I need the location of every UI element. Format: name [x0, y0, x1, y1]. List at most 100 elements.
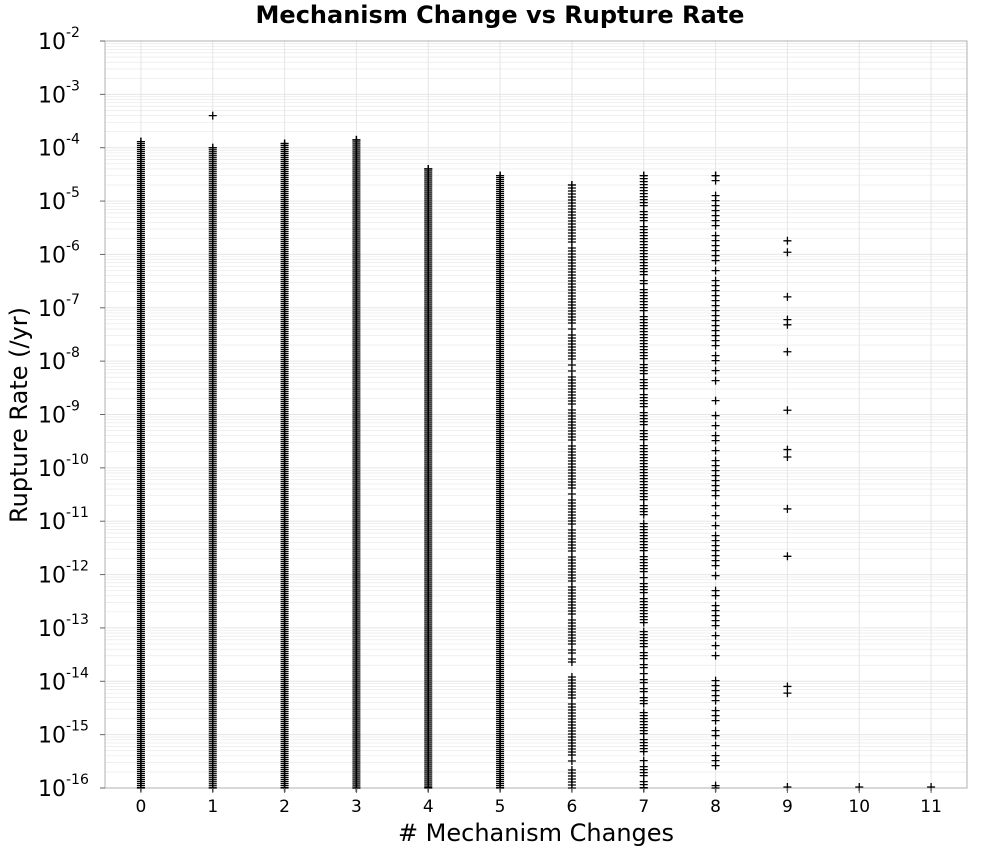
data-point [424, 164, 433, 173]
data-point [567, 757, 576, 766]
x-tick-label: 2 [279, 797, 290, 817]
x-tick-label: 8 [710, 797, 721, 817]
data-point [639, 171, 648, 180]
x-tick-label: 10 [848, 797, 870, 817]
y-tick-label-base: 10 [38, 404, 66, 429]
y-tick-label-base: 10 [38, 724, 66, 749]
data-point [711, 621, 720, 630]
data-point [711, 356, 720, 365]
data-point [783, 552, 792, 561]
y-tick-label-exponent: -16 [66, 772, 89, 788]
x-tick-label: 11 [920, 797, 942, 817]
x-tick-label: 0 [136, 797, 147, 817]
data-point [711, 741, 720, 750]
data-point [711, 571, 720, 580]
y-tick-label-exponent: -10 [66, 452, 89, 468]
y-tick-label-base: 10 [38, 30, 66, 55]
y-tick-label-base: 10 [38, 137, 66, 162]
data-point [711, 376, 720, 385]
data-point [711, 221, 720, 230]
data-point [639, 747, 648, 756]
y-tick-label-exponent: -13 [66, 612, 89, 628]
data-point [783, 236, 792, 245]
data-point [208, 111, 217, 120]
data-point [711, 561, 720, 570]
data-point [783, 292, 792, 301]
y-tick-label-base: 10 [38, 190, 66, 215]
y-tick-label-exponent: -3 [66, 78, 80, 94]
y-tick-label-exponent: -2 [66, 25, 80, 41]
data-point [783, 689, 792, 698]
y-tick-label-exponent: -12 [66, 559, 89, 575]
y-tick-label-exponent: -8 [66, 345, 80, 361]
data-point [711, 171, 720, 180]
data-point [783, 452, 792, 461]
data-point [711, 651, 720, 660]
data-point [711, 521, 720, 530]
data-point [711, 501, 720, 510]
y-tick-label-exponent: -4 [66, 132, 80, 148]
x-tick-label: 9 [782, 797, 793, 817]
data-point [711, 256, 720, 265]
x-tick-label: 4 [423, 797, 434, 817]
data-point [639, 699, 648, 708]
x-tick-label: 3 [351, 797, 362, 817]
y-tick-label-base: 10 [38, 243, 66, 268]
y-tick-label-base: 10 [38, 670, 66, 695]
y-tick-label-exponent: -15 [66, 719, 89, 735]
y-tick-label-base: 10 [38, 457, 66, 482]
data-point [711, 731, 720, 740]
data-point [280, 139, 289, 148]
data-point [711, 631, 720, 640]
y-tick-label-exponent: -9 [66, 399, 80, 415]
x-axis-ticks: 0 1 2 3 4 5 6 7 8 9 10 11 [136, 788, 942, 817]
y-tick-label-exponent: -14 [66, 665, 89, 681]
data-point [783, 406, 792, 415]
y-tick-label-exponent: -11 [66, 505, 89, 521]
data-point [711, 411, 720, 420]
data-point [639, 618, 648, 627]
y-tick-label-base: 10 [38, 83, 66, 108]
x-tick-label: 1 [207, 797, 218, 817]
data-point [711, 591, 720, 600]
data-point [783, 347, 792, 356]
data-point [711, 491, 720, 500]
data-point [711, 696, 720, 705]
data-point [711, 436, 720, 445]
x-tick-label: 7 [638, 797, 649, 817]
data-point [711, 396, 720, 405]
y-tick-label-exponent: -5 [66, 185, 80, 201]
data-point [711, 366, 720, 375]
y-tick-label-exponent: -7 [66, 292, 80, 308]
data-point [496, 171, 505, 180]
y-tick-label-base: 10 [38, 510, 66, 535]
y-tick-label-base: 10 [38, 617, 66, 642]
x-tick-label: 6 [567, 797, 578, 817]
data-point [352, 135, 361, 144]
grid [105, 40, 967, 789]
y-tick-label-exponent: -6 [66, 238, 80, 254]
data-point [136, 137, 145, 146]
y-axis-label: Rupture Rate (/yr) [5, 307, 33, 523]
data-point [711, 511, 720, 520]
data-point [208, 143, 217, 152]
data-point [711, 341, 720, 350]
data-point [567, 181, 576, 190]
y-tick-label-base: 10 [38, 777, 66, 802]
y-tick-label-base: 10 [38, 297, 66, 322]
data-point [711, 266, 720, 275]
x-axis-label: # Mechanism Changes [398, 819, 674, 847]
data-point [711, 641, 720, 650]
data-point [783, 445, 792, 454]
data-point [783, 504, 792, 513]
data-point [711, 716, 720, 725]
x-tick-label: 5 [495, 797, 506, 817]
data-point [783, 248, 792, 257]
data-point [567, 658, 576, 667]
data-point [711, 761, 720, 770]
data-point [711, 421, 720, 430]
y-tick-label-base: 10 [38, 350, 66, 375]
y-tick-label-base: 10 [38, 564, 66, 589]
data-point [783, 320, 792, 329]
